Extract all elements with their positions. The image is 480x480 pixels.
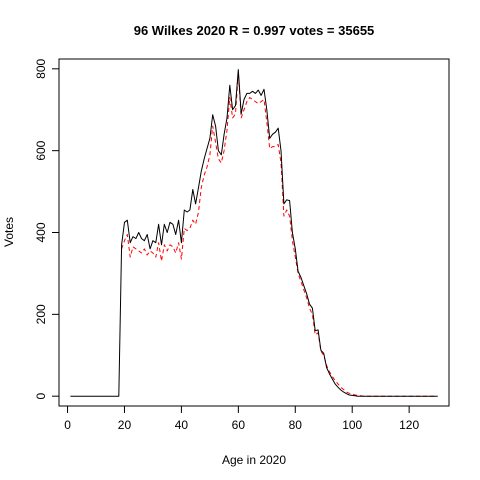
x-tick-label: 0	[64, 418, 71, 432]
x-axis: 0 20 40 60 80 100 120	[64, 406, 419, 432]
x-tick-label: 80	[289, 418, 303, 432]
y-tick-label: 600	[34, 140, 48, 160]
y-axis: 0 200 400 600 800	[34, 58, 59, 400]
x-tick-label: 100	[342, 418, 362, 432]
chart-title: 96 Wilkes 2020 R = 0.997 votes = 35655	[134, 23, 375, 38]
series-line-dashed	[121, 72, 438, 397]
x-tick-label: 20	[118, 418, 132, 432]
y-axis-label: Votes	[2, 217, 16, 247]
x-tick-label: 120	[399, 418, 419, 432]
x-tick-label: 40	[175, 418, 189, 432]
series-layer	[70, 69, 438, 397]
x-tick-label: 60	[232, 418, 246, 432]
plot-frame	[58, 58, 450, 407]
x-axis-label: Age in 2020	[222, 453, 286, 467]
y-tick-label: 0	[34, 393, 48, 400]
series-line-solid	[70, 69, 438, 397]
y-tick-label: 200	[34, 304, 48, 324]
y-tick-label: 400	[34, 222, 48, 242]
y-tick-label: 800	[34, 58, 48, 78]
